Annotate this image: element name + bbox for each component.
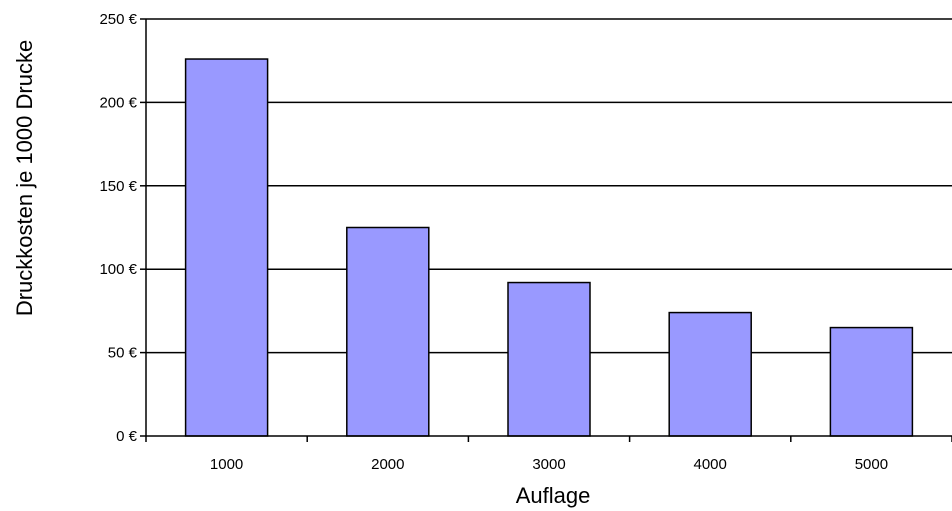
y-ticks: 0 € 50 € 100 € 150 € 200 € 250 € (99, 11, 146, 445)
x-tick-label: 2000 (371, 456, 404, 473)
bar-5000 (829, 326, 914, 437)
x-tick-label: 1000 (210, 456, 243, 473)
bar-2000 (346, 226, 430, 437)
x-ticks: 1000 2000 3000 4000 5000 (145, 436, 952, 473)
bars (184, 58, 914, 437)
y-axis-title: Druckkosten je 1000 Drucke (12, 40, 37, 316)
y-tick-label: 250 € (99, 11, 137, 28)
y-tick-label: 50 € (108, 345, 138, 362)
gridlines (146, 18, 952, 354)
bar-4000 (668, 311, 752, 437)
axes (145, 19, 952, 437)
x-tick-label: 5000 (855, 456, 888, 473)
x-tick-label: 4000 (694, 456, 727, 473)
bar-3000 (507, 281, 591, 437)
y-tick-label: 150 € (99, 178, 137, 195)
y-tick-label: 100 € (99, 261, 137, 278)
bar-1000 (184, 58, 269, 437)
x-tick-label: 3000 (532, 456, 565, 473)
x-axis-title: Auflage (516, 483, 591, 508)
y-tick-label: 200 € (99, 94, 137, 111)
y-tick-label: 0 € (116, 428, 138, 445)
